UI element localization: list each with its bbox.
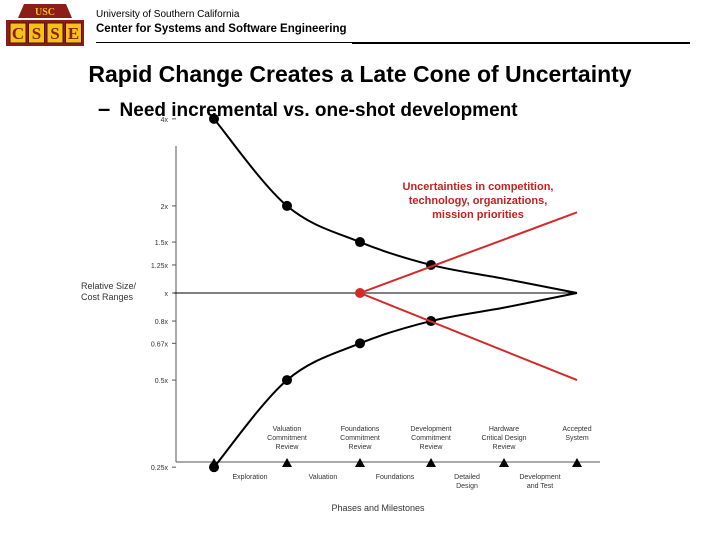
subtitle-text: Need incremental vs. one-shot developmen… bbox=[119, 100, 518, 121]
y-tick-label: 0.5x bbox=[155, 378, 169, 385]
logo-usc-text: USC bbox=[35, 7, 55, 18]
y-tick-label: 0.25x bbox=[151, 465, 169, 472]
red-cone-line-2 bbox=[359, 211, 578, 294]
milestone-marker bbox=[355, 458, 365, 467]
late-cone-origin-point bbox=[355, 288, 365, 298]
milestone-label: Valuation bbox=[273, 426, 302, 433]
header-rule-secondary bbox=[352, 43, 690, 44]
y-tick-label: 4x bbox=[161, 117, 169, 124]
logo-letter-box bbox=[46, 22, 64, 44]
logo-letter-box bbox=[28, 22, 45, 44]
black-cone-curve-1 bbox=[213, 292, 578, 468]
slide-title: Rapid Change Creates a Late Cone of Unce… bbox=[88, 61, 632, 87]
milestone-label: Foundations bbox=[341, 426, 380, 433]
y-tick-label: 2x bbox=[161, 204, 169, 211]
y-tick-label: 1.25x bbox=[151, 263, 169, 270]
cone-data-point bbox=[282, 375, 292, 386]
cone-data-point bbox=[355, 237, 365, 248]
milestone-marker bbox=[426, 458, 436, 467]
milestone-marker bbox=[209, 458, 219, 467]
phase-label: Detailed bbox=[454, 474, 480, 481]
y-tick-label: x bbox=[165, 291, 169, 298]
university-name: University of Southern California bbox=[96, 9, 240, 20]
subtitle-dash: – bbox=[98, 96, 111, 121]
y-tick-label: 0.8x bbox=[155, 319, 169, 326]
milestone-label: Review bbox=[349, 444, 373, 451]
x-axis-label: Phases and Milestones bbox=[331, 503, 425, 513]
header-rule bbox=[96, 42, 690, 43]
cone-data-point bbox=[209, 113, 219, 124]
milestone-label: Critical Design bbox=[481, 435, 526, 442]
cone-data-point bbox=[282, 200, 292, 211]
milestone-marker bbox=[499, 458, 509, 467]
phase-label: and Test bbox=[527, 483, 553, 490]
logo-letter-box bbox=[65, 22, 82, 44]
milestone-label: Accepted bbox=[562, 426, 591, 433]
y-tick-label: 0.67x bbox=[151, 341, 169, 348]
milestone-marker bbox=[572, 458, 582, 467]
cone-data-point bbox=[355, 338, 365, 349]
milestone-label: Development bbox=[410, 426, 451, 433]
logo-letter-box bbox=[9, 22, 27, 44]
logo-letter-s: S bbox=[32, 24, 41, 43]
milestone-marker bbox=[282, 458, 292, 467]
logo-letter-e: E bbox=[68, 24, 79, 43]
black-cone-curve-0 bbox=[213, 118, 578, 294]
phase-label: Development bbox=[519, 474, 560, 481]
y-axis-label-line2: Cost Ranges bbox=[81, 292, 134, 302]
annotation-line-3: mission priorities bbox=[432, 209, 524, 221]
milestone-label: Commitment bbox=[340, 435, 380, 442]
phase-label: Design bbox=[456, 483, 478, 490]
center-name: Center for Systems and Software Engineer… bbox=[96, 23, 347, 35]
milestone-label: Review bbox=[420, 444, 444, 451]
logo-letter-s: S bbox=[50, 24, 59, 43]
milestone-label: Commitment bbox=[411, 435, 451, 442]
y-axis-label-line1: Relative Size/ bbox=[81, 281, 137, 291]
phase-label: Foundations bbox=[376, 474, 415, 481]
milestone-label: System bbox=[565, 435, 589, 442]
milestone-label: Review bbox=[493, 444, 517, 451]
slide-subtitle: – Need incremental vs. one-shot developm… bbox=[98, 96, 518, 122]
red-cone-line-3 bbox=[359, 292, 578, 382]
phase-label: Valuation bbox=[309, 474, 338, 481]
phase-label: Exploration bbox=[232, 474, 267, 481]
logo-letter-c: C bbox=[12, 24, 24, 43]
annotation-line-2: technology, organizations, bbox=[409, 195, 548, 207]
milestone-label: Commitment bbox=[267, 435, 307, 442]
milestone-label: Hardware bbox=[489, 426, 519, 433]
y-tick-label: 1.5x bbox=[155, 240, 169, 247]
milestone-label: Review bbox=[276, 444, 300, 451]
annotation-line-1: Uncertainties in competition, bbox=[403, 181, 554, 193]
